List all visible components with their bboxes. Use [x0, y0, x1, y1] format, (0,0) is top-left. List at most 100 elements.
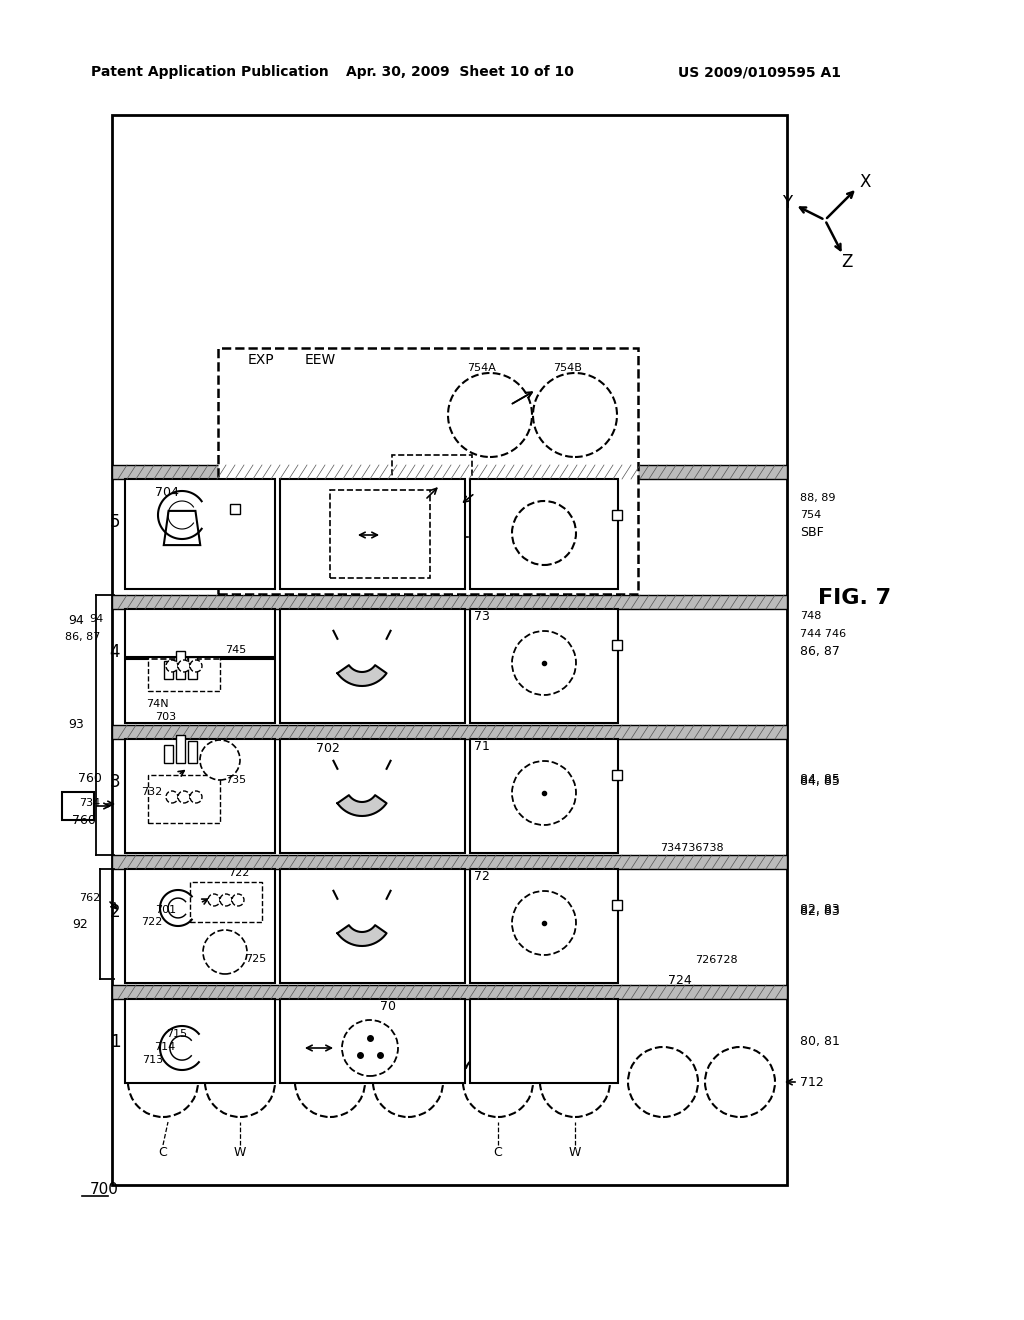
- Text: 754B: 754B: [554, 363, 583, 374]
- Text: 88, 89: 88, 89: [800, 492, 836, 503]
- Bar: [125, 659, 275, 723]
- Text: EXP: EXP: [248, 352, 274, 367]
- Bar: [176, 651, 185, 678]
- Text: 760: 760: [72, 813, 96, 826]
- Bar: [112, 465, 787, 479]
- Text: 744 746: 744 746: [800, 630, 846, 639]
- Polygon shape: [338, 795, 387, 816]
- Text: 93: 93: [69, 718, 84, 731]
- Bar: [470, 999, 618, 1082]
- Text: C: C: [159, 1146, 167, 1159]
- Text: 71: 71: [474, 739, 489, 752]
- Text: 86, 87: 86, 87: [800, 645, 840, 659]
- Circle shape: [295, 1047, 365, 1117]
- Text: 734736738: 734736738: [660, 843, 724, 853]
- Bar: [280, 609, 465, 723]
- Circle shape: [540, 1047, 610, 1117]
- Text: 745: 745: [225, 645, 246, 655]
- Text: 754: 754: [800, 510, 821, 520]
- Text: 722: 722: [228, 869, 250, 878]
- Circle shape: [705, 1047, 775, 1117]
- Text: 735: 735: [225, 775, 246, 785]
- Text: 712: 712: [800, 1076, 823, 1089]
- Bar: [112, 115, 787, 1185]
- Bar: [612, 510, 622, 520]
- Text: 724: 724: [668, 974, 692, 986]
- Text: 82, 83: 82, 83: [800, 906, 840, 919]
- Circle shape: [166, 791, 178, 803]
- Bar: [190, 882, 262, 921]
- Circle shape: [512, 891, 575, 954]
- Bar: [112, 725, 787, 739]
- Text: 4: 4: [110, 643, 120, 661]
- Text: 94: 94: [90, 614, 104, 624]
- Text: 80, 81: 80, 81: [800, 1035, 840, 1048]
- Circle shape: [200, 610, 240, 649]
- Text: 70: 70: [380, 1001, 396, 1014]
- Text: W: W: [233, 1146, 246, 1159]
- Text: 700: 700: [90, 1183, 119, 1197]
- Bar: [612, 640, 622, 649]
- Text: 760: 760: [78, 771, 101, 784]
- Bar: [280, 999, 465, 1082]
- Circle shape: [205, 1047, 275, 1117]
- Bar: [470, 869, 618, 983]
- Text: 713: 713: [142, 1055, 163, 1065]
- Circle shape: [373, 1047, 443, 1117]
- Bar: [612, 900, 622, 909]
- Bar: [148, 645, 220, 690]
- Bar: [125, 739, 275, 853]
- Circle shape: [534, 374, 617, 457]
- Text: 732: 732: [141, 787, 162, 797]
- Bar: [125, 999, 275, 1082]
- Text: 722: 722: [141, 917, 163, 927]
- Text: 3: 3: [110, 774, 120, 791]
- Circle shape: [449, 374, 532, 457]
- Text: 5: 5: [110, 513, 120, 531]
- Polygon shape: [338, 925, 387, 946]
- Bar: [188, 657, 197, 678]
- Bar: [280, 479, 465, 589]
- Bar: [148, 775, 220, 822]
- Circle shape: [463, 1047, 534, 1117]
- Circle shape: [512, 762, 575, 825]
- Bar: [164, 744, 173, 763]
- Bar: [164, 661, 173, 678]
- Bar: [612, 770, 622, 780]
- Text: 734: 734: [79, 799, 100, 808]
- Circle shape: [220, 894, 232, 906]
- Text: SBF: SBF: [800, 527, 823, 540]
- Text: C: C: [494, 1146, 503, 1159]
- Circle shape: [208, 894, 220, 906]
- Circle shape: [342, 1020, 398, 1076]
- Bar: [125, 869, 275, 983]
- Circle shape: [178, 791, 190, 803]
- Text: 748: 748: [800, 611, 821, 620]
- Text: 703: 703: [155, 711, 176, 722]
- Bar: [280, 869, 465, 983]
- Circle shape: [628, 1047, 698, 1117]
- Text: Y: Y: [782, 194, 792, 213]
- Text: 702: 702: [316, 742, 340, 755]
- Text: 73: 73: [474, 610, 489, 623]
- Text: Z: Z: [842, 253, 853, 271]
- Bar: [280, 739, 465, 853]
- Text: X: X: [859, 173, 870, 191]
- Text: Apr. 30, 2009  Sheet 10 of 10: Apr. 30, 2009 Sheet 10 of 10: [346, 65, 573, 79]
- Bar: [62, 792, 94, 820]
- Text: 714: 714: [154, 1041, 175, 1052]
- Bar: [112, 855, 787, 869]
- Bar: [125, 609, 275, 657]
- Bar: [112, 595, 787, 609]
- Text: 84, 85: 84, 85: [800, 774, 840, 787]
- Text: 86, 87: 86, 87: [65, 632, 100, 642]
- Bar: [112, 985, 787, 999]
- Bar: [470, 479, 618, 589]
- Circle shape: [190, 660, 202, 672]
- Text: 1: 1: [110, 1034, 120, 1051]
- Text: 82, 83: 82, 83: [800, 903, 840, 916]
- Text: 725: 725: [245, 954, 266, 964]
- Bar: [218, 348, 638, 594]
- Text: 726728: 726728: [695, 954, 737, 965]
- Bar: [470, 739, 618, 853]
